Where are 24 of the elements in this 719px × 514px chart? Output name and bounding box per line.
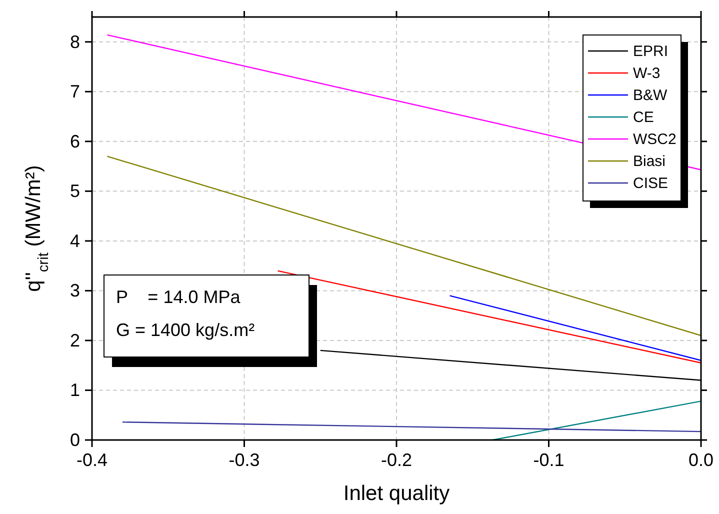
x-tick-label: -0.1 [533,450,564,470]
y-tick-label: 8 [70,32,80,52]
y-tick-label: 5 [70,181,80,202]
legend-label: WSC2 [633,131,676,148]
y-tick-label: 4 [70,230,80,251]
legend-label: CE [633,109,654,126]
x-axis-title: Inlet quality [343,482,450,505]
y-tick-label: 1 [70,380,80,400]
x-tick-label: -0.2 [380,450,412,470]
y-tick-label: 3 [70,280,80,301]
y-tick-label: 6 [70,131,80,152]
annotation: P = 14.0 MPa [116,287,242,307]
y-tick-label: 2 [70,330,80,350]
annotation: G = 1400 kg/s.m² [116,320,255,340]
legend-label: Biasi [633,153,666,170]
x-tick-label: 0.0 [688,450,714,470]
x-tick-label: -0.4 [76,450,108,470]
legend-label: CISE [633,175,668,192]
y-tick-label: 0 [70,430,80,450]
legend-label: W-3 [633,65,660,82]
x-tick-label: -0.3 [228,450,260,470]
y-tick-label: 7 [70,82,80,102]
legend-label: EPRI [633,43,668,60]
legend-label: B&W [633,87,668,104]
